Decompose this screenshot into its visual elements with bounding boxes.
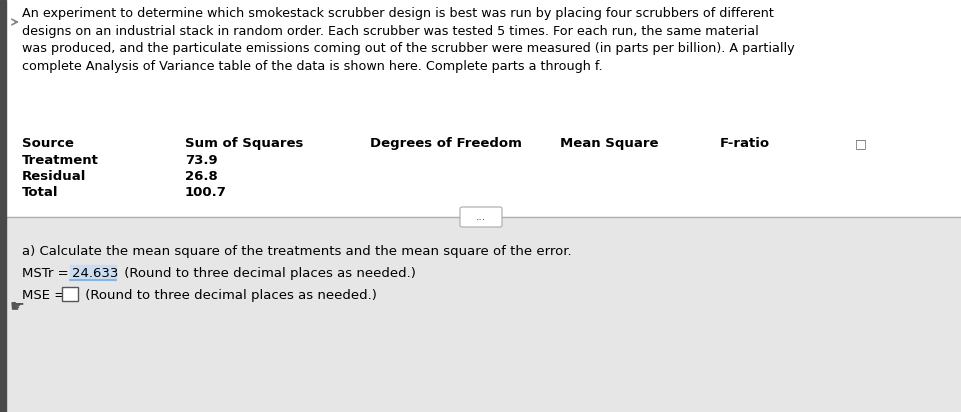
Bar: [62, 287, 78, 301]
Text: (Round to three decimal places as needed.): (Round to three decimal places as needed…: [81, 289, 377, 302]
Text: (Round to three decimal places as needed.): (Round to three decimal places as needed…: [120, 267, 415, 280]
Text: MSTr =: MSTr =: [22, 267, 73, 280]
Text: An experiment to determine which smokestack scrubber design is best was run by p: An experiment to determine which smokest…: [22, 7, 794, 73]
Text: 24.633: 24.633: [72, 267, 118, 280]
Bar: [70, 265, 116, 280]
Text: Degrees of Freedom: Degrees of Freedom: [370, 137, 521, 150]
Text: Residual: Residual: [22, 170, 86, 183]
Text: 73.9: 73.9: [185, 154, 217, 167]
FancyBboxPatch shape: [459, 207, 502, 227]
Text: F-ratio: F-ratio: [719, 137, 770, 150]
Bar: [0, 0, 6, 412]
Text: 26.8: 26.8: [185, 170, 217, 183]
Text: □: □: [854, 137, 866, 150]
Bar: [0, 0, 961, 217]
Text: MSE =: MSE =: [22, 289, 69, 302]
Bar: [0, 217, 961, 412]
Text: a) Calculate the mean square of the treatments and the mean square of the error.: a) Calculate the mean square of the trea…: [22, 245, 571, 258]
Text: Total: Total: [22, 186, 59, 199]
Text: Treatment: Treatment: [22, 154, 99, 167]
Text: ☛: ☛: [10, 297, 25, 315]
Text: Mean Square: Mean Square: [559, 137, 658, 150]
Text: ...: ...: [476, 212, 485, 222]
Text: 100.7: 100.7: [185, 186, 227, 199]
Text: Sum of Squares: Sum of Squares: [185, 137, 303, 150]
Text: Source: Source: [22, 137, 74, 150]
